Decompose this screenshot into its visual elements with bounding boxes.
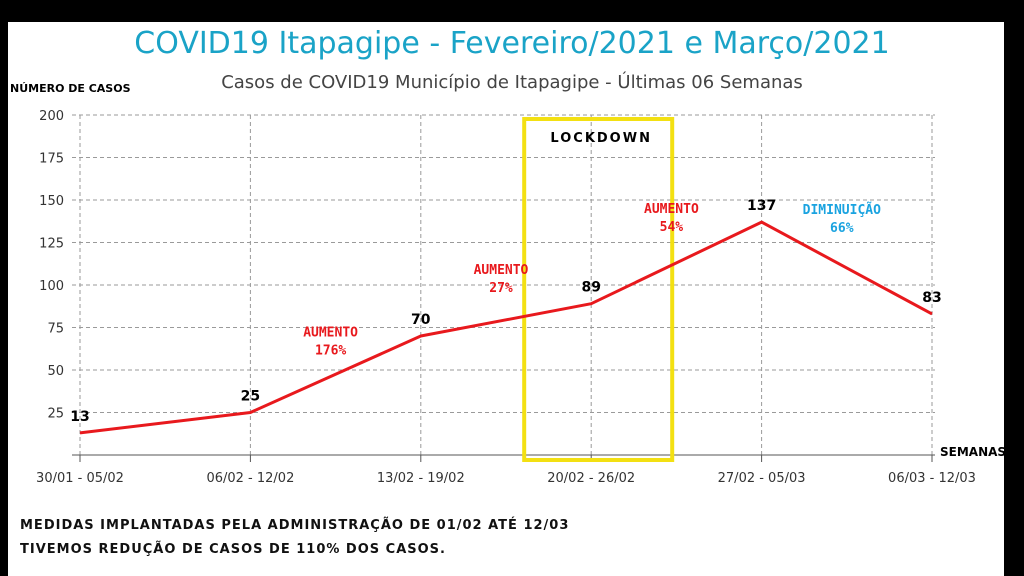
y-tick-label: 75: [47, 322, 64, 337]
lockdown-box: [522, 117, 675, 462]
series-line: [79, 220, 933, 435]
y-tick-label: 150: [39, 194, 64, 209]
change-annotation-title: DIMINUIÇÃO: [803, 202, 881, 218]
x-tick-label: 20/02 - 26/02: [547, 471, 635, 486]
y-axis-label: NÚMERO DE CASOS: [10, 82, 131, 95]
data-label: 89: [581, 280, 600, 296]
x-tick-label: 06/03 - 12/03: [888, 471, 976, 486]
change-annotation-percent: 66%: [830, 221, 854, 236]
x-tick-label: 30/01 - 05/02: [36, 471, 124, 486]
x-tick-label: 06/02 - 12/02: [206, 471, 294, 486]
footer-line-2: TIVEMOS REDUÇÃO DE CASOS DE 110% DOS CAS…: [20, 542, 446, 557]
data-label: 25: [241, 389, 260, 405]
change-annotation-percent: 176%: [315, 343, 346, 358]
chart-card: [8, 22, 1004, 576]
change-annotation-title: AUMENTO: [644, 202, 699, 217]
data-label: 83: [922, 290, 941, 306]
y-tick-label: 100: [39, 279, 64, 294]
change-annotation-percent: 54%: [660, 220, 684, 235]
data-label: 13: [70, 409, 89, 425]
y-tick-label: 50: [47, 364, 64, 379]
change-annotation-title: AUMENTO: [303, 325, 358, 340]
x-tick-label: 27/02 - 05/03: [718, 471, 806, 486]
data-label: 70: [411, 312, 431, 328]
chart-subtitle: Casos de COVID19 Município de Itapagipe …: [221, 72, 803, 93]
footer-line-1: MEDIDAS IMPLANTADAS PELA ADMINISTRAÇÃO D…: [20, 518, 570, 533]
chart-title: COVID19 Itapagipe - Fevereiro/2021 e Mar…: [134, 26, 890, 61]
y-tick-label: 25: [47, 407, 64, 422]
y-tick-label: 125: [39, 237, 64, 252]
y-tick-label: 200: [39, 109, 64, 124]
y-tick-label: 175: [39, 152, 64, 167]
lockdown-label: LOCKDOWN: [550, 131, 652, 146]
x-tick-label: 13/02 - 19/02: [377, 471, 465, 486]
change-annotation-title: AUMENTO: [474, 263, 529, 278]
data-label: 137: [747, 198, 776, 214]
change-annotation-percent: 27%: [489, 281, 513, 296]
x-axis-label: SEMANAS: [940, 445, 1007, 459]
